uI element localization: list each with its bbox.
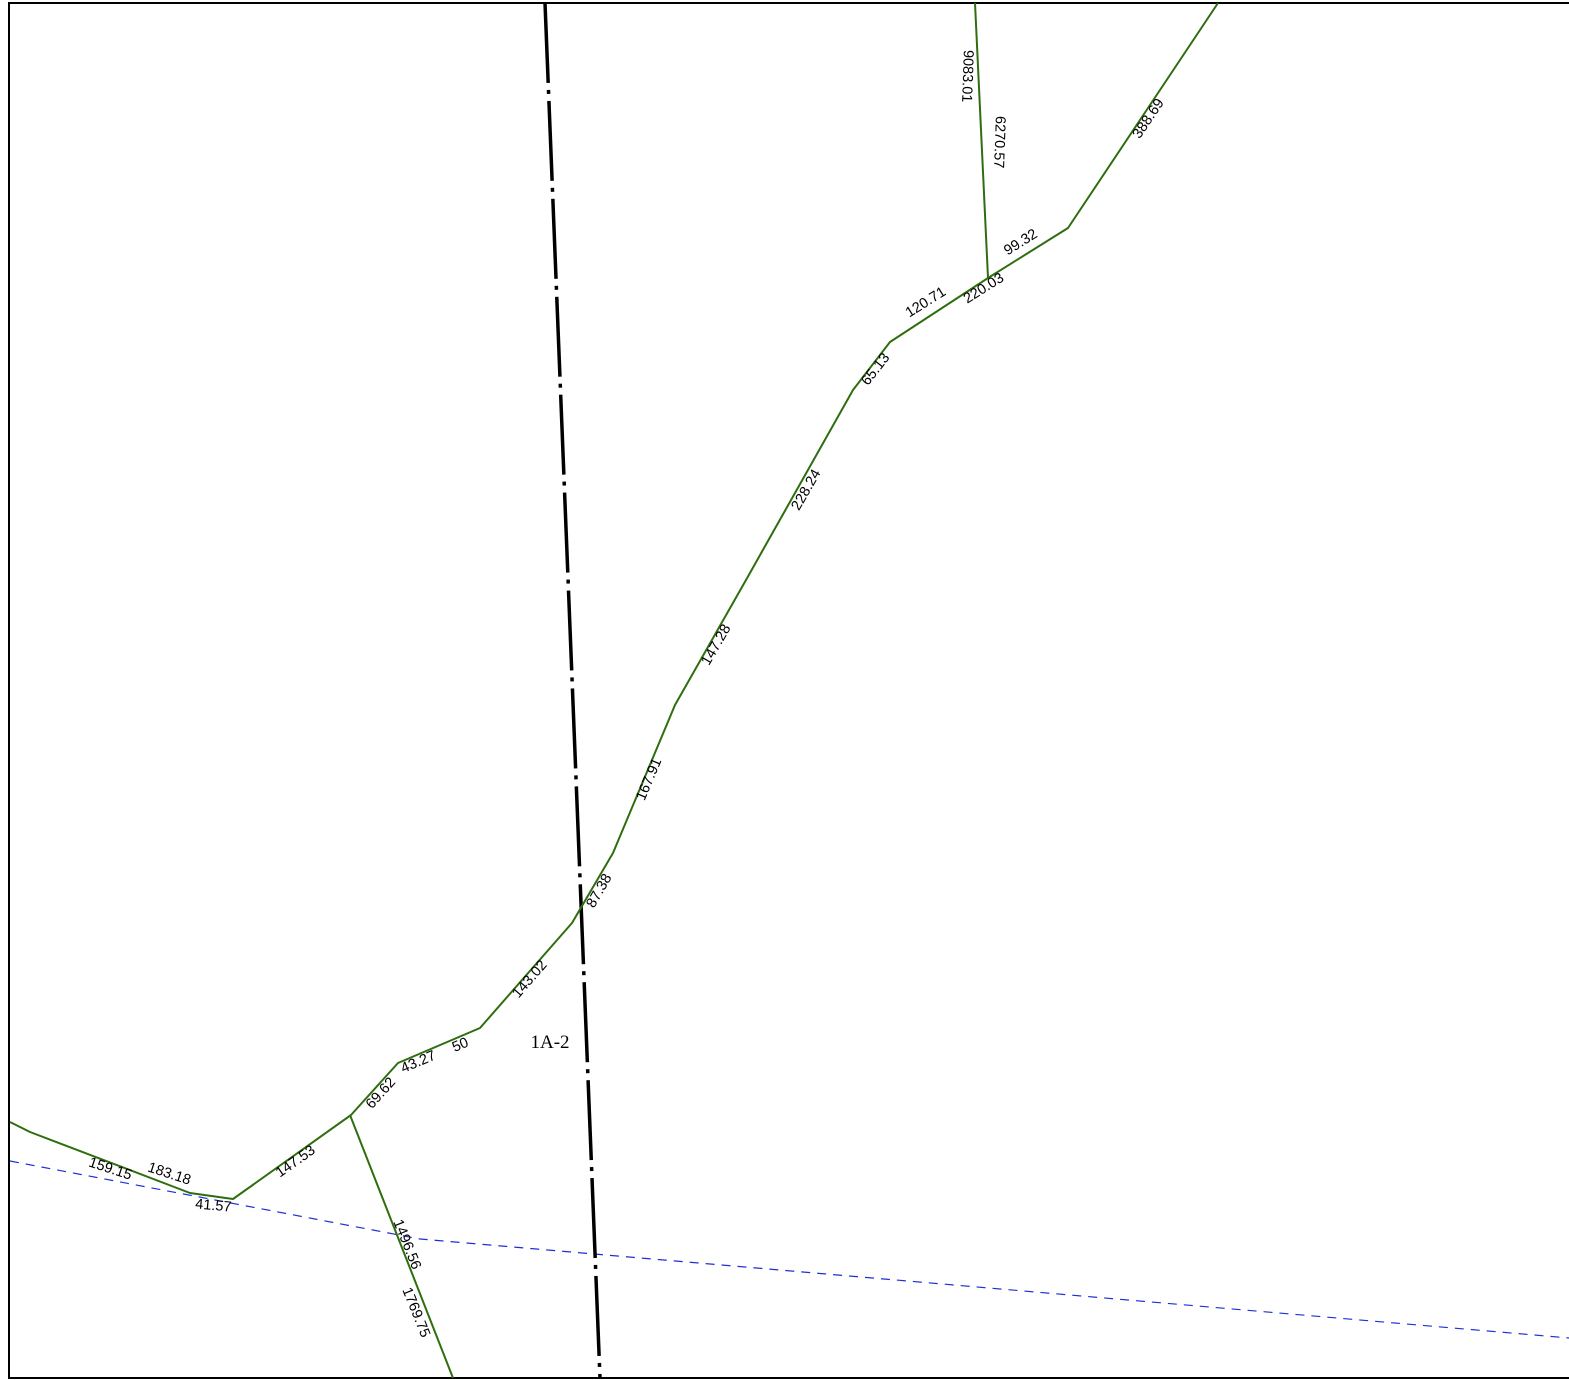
dimension-label: 50 (450, 1035, 471, 1056)
water-line (9, 1160, 1569, 1339)
dimension-label: 147.53 (273, 1142, 319, 1181)
parcel-line-main (9, 2, 1219, 1200)
map-frame (8, 2, 1569, 1379)
dimension-label: 6270.57 (990, 116, 1008, 169)
dimension-label: 167.91 (633, 756, 665, 803)
dimension-label: 228.24 (789, 467, 825, 513)
dimension-label: 65.13 (858, 350, 893, 388)
dimension-label: 220.03 (961, 270, 1007, 307)
dimension-label: 1496.56 (389, 1217, 423, 1272)
dimension-label: 99.32 (1001, 226, 1040, 259)
dimension-label: 69.62 (363, 1074, 399, 1112)
dimension-label: 120.71 (903, 284, 949, 321)
boundary-line (543, 2, 602, 1379)
parcel-line-south-spur (349, 1114, 454, 1379)
dimension-label: 147.28 (699, 622, 735, 668)
dimension-label: 41.57 (195, 1196, 233, 1215)
parcel-line-north-spur (974, 2, 989, 279)
dimension-label: 43.27 (399, 1048, 439, 1077)
dimension-label: 143.02 (509, 957, 550, 1001)
dimension-label: 87.38 (584, 871, 616, 910)
dimension-label: 388.69 (1130, 96, 1168, 142)
parcel-label: 1A-2 (530, 1032, 569, 1053)
dimension-label: 9083.01 (958, 50, 976, 103)
dimension-label: 159.15 (87, 1155, 134, 1184)
